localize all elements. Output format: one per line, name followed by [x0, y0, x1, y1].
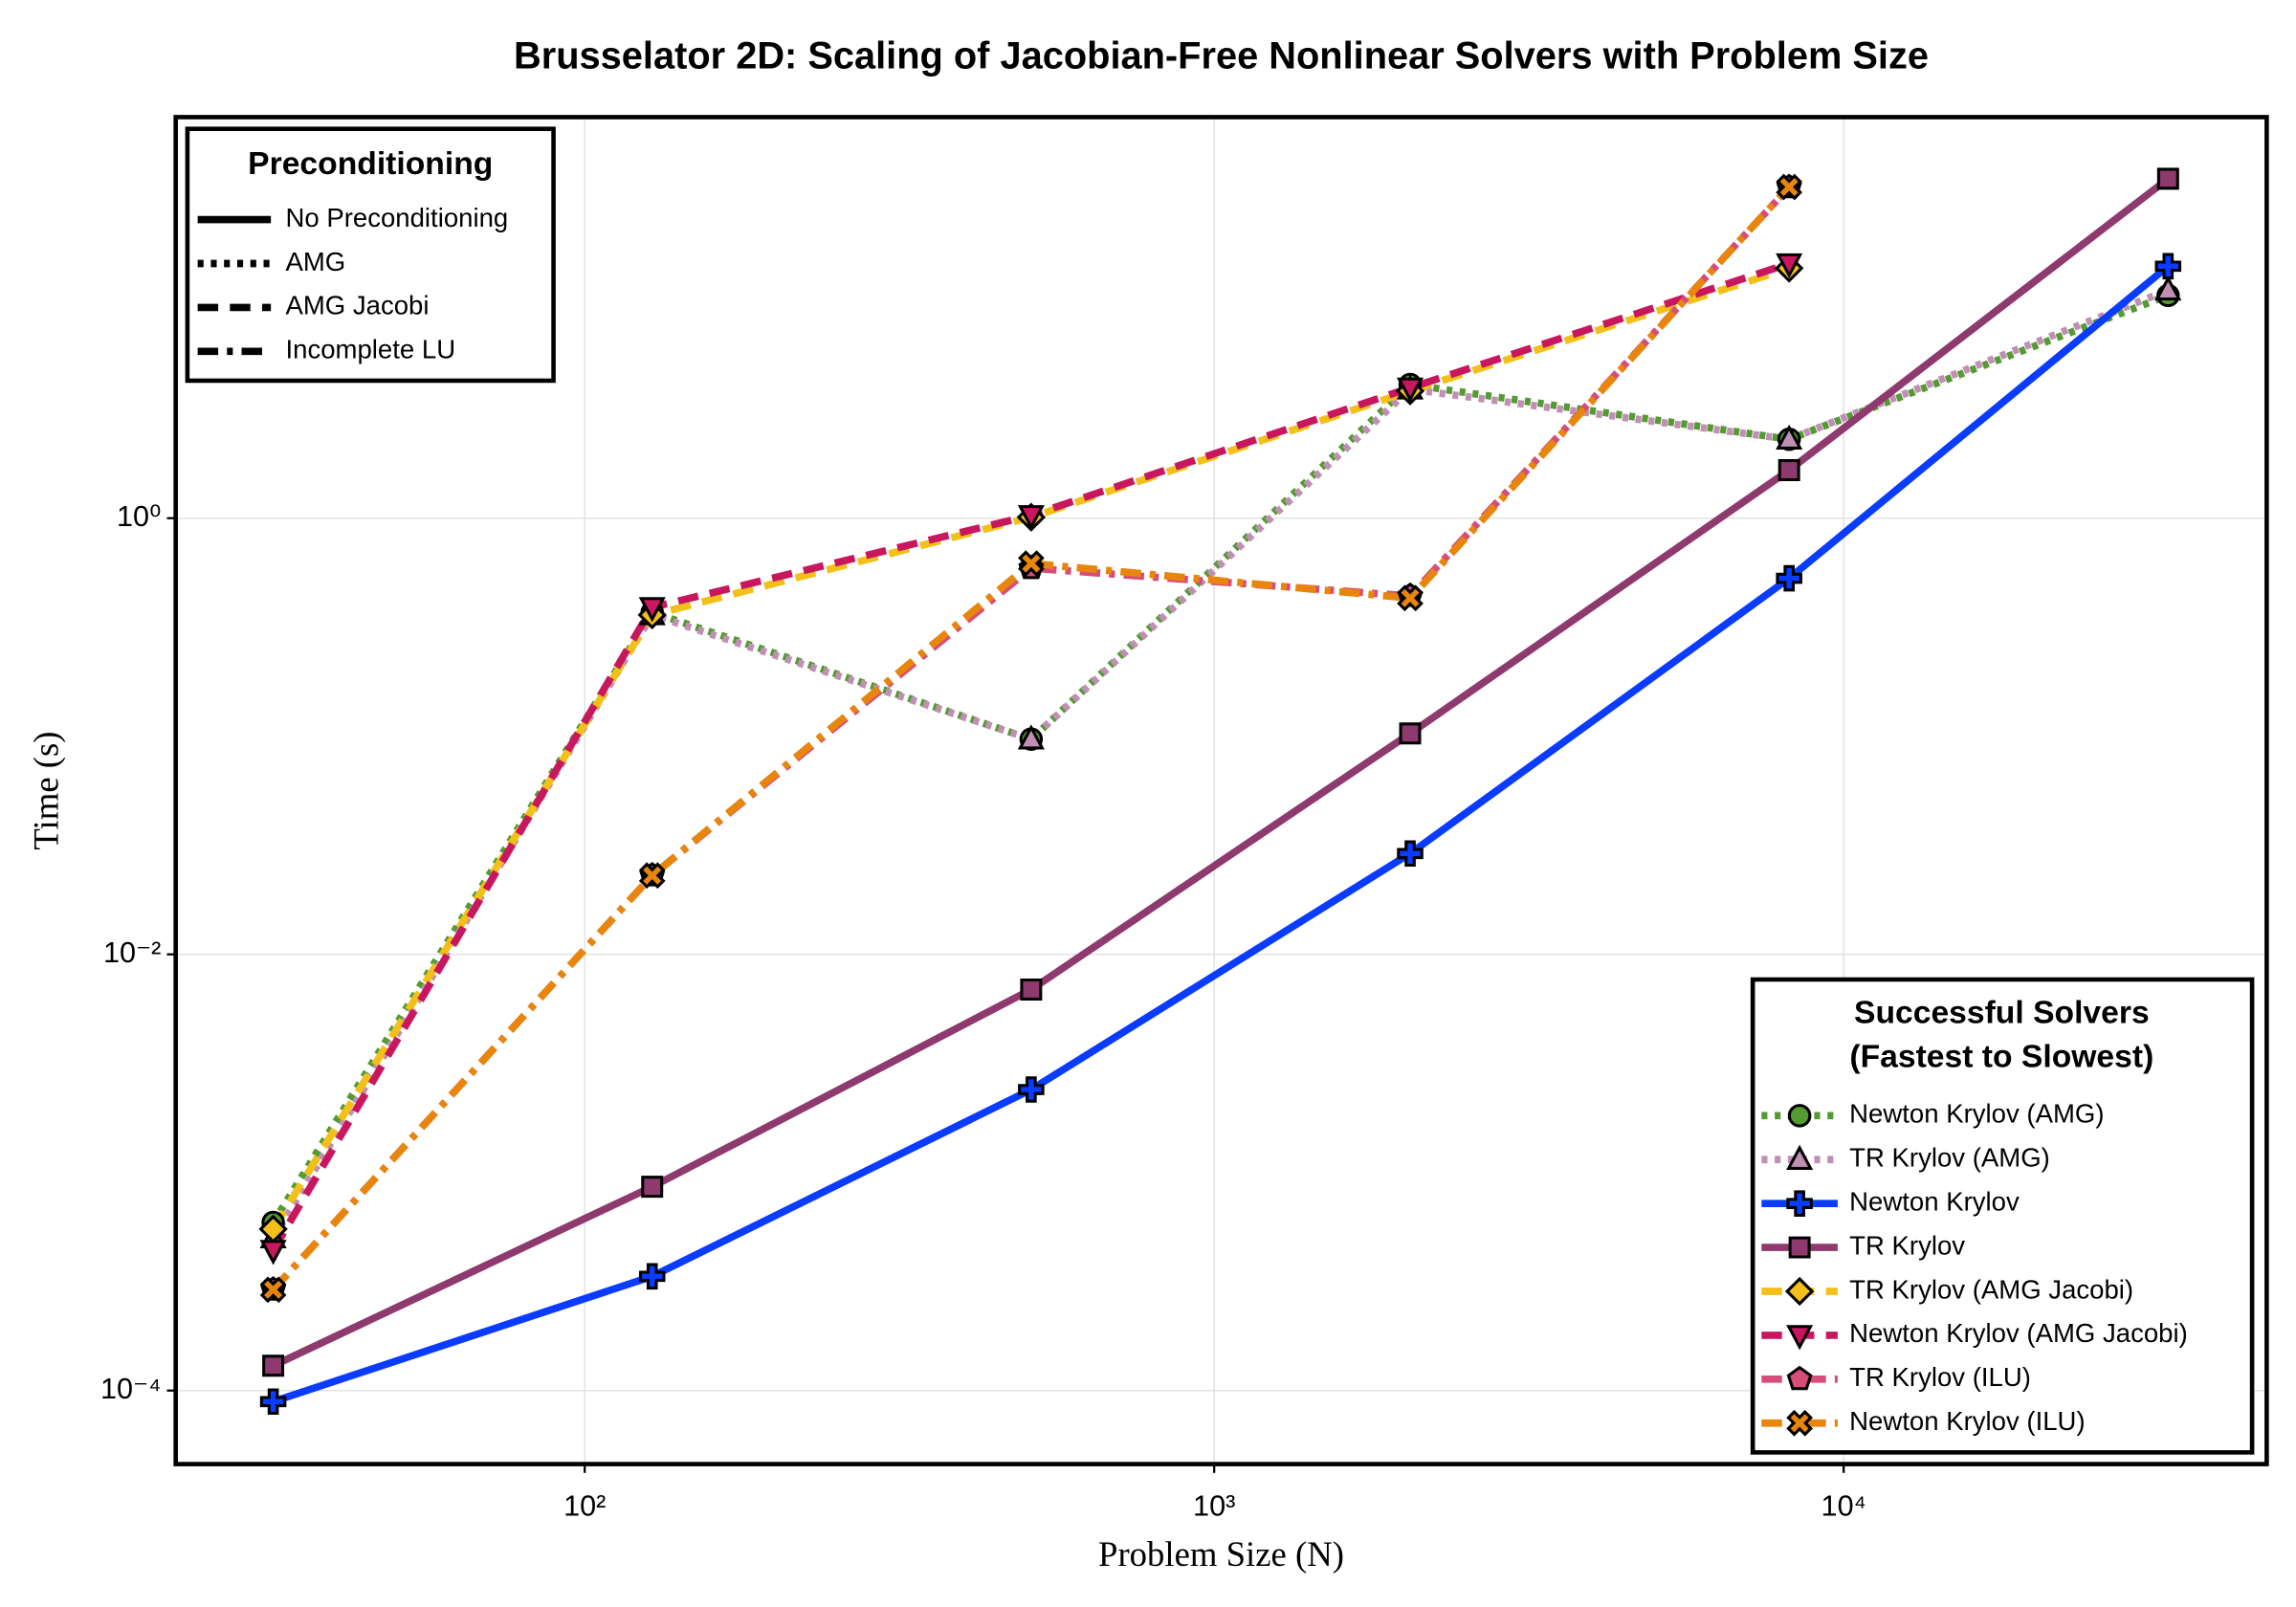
- legend-box: [1750, 977, 2255, 1455]
- plot-frame: [173, 115, 2269, 1466]
- legend-label: No Preconditioning: [285, 203, 508, 232]
- legend-label: TR Krylov (AMG Jacobi): [1849, 1274, 2133, 1304]
- legend-label: AMG Jacobi: [285, 291, 429, 320]
- data-point: [1776, 424, 1803, 450]
- legend-label: TR Krylov (AMG): [1849, 1143, 2050, 1173]
- x-tick-label: 10²: [563, 1490, 606, 1523]
- data-point: [1017, 724, 1045, 750]
- data-point: [1397, 840, 1424, 868]
- data-point: [2154, 253, 2182, 280]
- data-point: [638, 1263, 666, 1290]
- data-point: [259, 1240, 287, 1266]
- y-tick-label: 10⁻²: [103, 936, 161, 969]
- legend-title: Preconditioning: [248, 146, 493, 182]
- legend-label: Incomplete LU: [285, 335, 455, 364]
- data-point: [262, 1354, 285, 1377]
- legend-label: Newton Krylov: [1849, 1186, 2020, 1216]
- data-point: [1776, 564, 1802, 592]
- legend-label: Newton Krylov (AMG Jacobi): [1849, 1318, 2188, 1348]
- data-point: [1776, 173, 1803, 201]
- series-line: [270, 185, 1792, 1292]
- legend-label: Newton Krylov (AMG): [1849, 1099, 2104, 1129]
- data-point: [2154, 275, 2182, 301]
- y-axis-label: Time (s): [26, 731, 65, 849]
- x-tick-label: 10⁴: [1821, 1490, 1866, 1523]
- grid: [166, 117, 2267, 1473]
- legend-label: TR Krylov: [1849, 1230, 1965, 1260]
- legend-marker: [1786, 1144, 1814, 1170]
- data-point: [1397, 584, 1424, 612]
- data-point: [2156, 167, 2179, 190]
- legend-label: TR Krylov (ILU): [1849, 1362, 2031, 1392]
- y-tick-label: 10⁻⁴: [100, 1373, 161, 1405]
- x-axis-label: Problem Size (N): [1098, 1534, 1344, 1574]
- data-point: [259, 1388, 287, 1416]
- legend-marker: [1787, 1104, 1812, 1128]
- data-point: [1018, 550, 1045, 577]
- y-tick-label: 10⁰: [117, 500, 161, 533]
- data-point: [1018, 1076, 1045, 1103]
- legend-title: (Fastest to Slowest): [1849, 1040, 2153, 1075]
- data-point: [1020, 978, 1043, 1001]
- legend-box: [185, 126, 556, 384]
- legend-marker: [1784, 1276, 1815, 1307]
- series-markers: [258, 167, 2182, 1416]
- legend-marker: [1786, 1409, 1813, 1437]
- data-point: [1017, 505, 1045, 531]
- style-legend: Preconditioning No Preconditioning AMG AMG…: [185, 126, 556, 384]
- legend-marker: [1786, 1365, 1813, 1391]
- series-line: [271, 175, 2171, 1370]
- legend-label: Newton Krylov (ILU): [1849, 1406, 2085, 1436]
- legend-marker: [1786, 1325, 1814, 1351]
- data-point: [259, 1276, 287, 1304]
- series-line: [272, 263, 2171, 1405]
- x-tick-label: 10³: [1193, 1490, 1235, 1523]
- data-point: [638, 597, 666, 623]
- data-point: [1399, 722, 1422, 745]
- chart-title: Brusselator 2D: Scaling of Jacobian-Free…: [514, 35, 1929, 77]
- data-point: [1777, 459, 1800, 482]
- legend-marker: [1786, 1190, 1813, 1217]
- legend-label: AMG: [285, 247, 345, 276]
- data-point: [641, 1176, 664, 1199]
- legend-title: Successful Solvers: [1854, 996, 2150, 1031]
- series-legend: Successful Solvers (Fastest to Slowest) …: [1750, 977, 2255, 1455]
- data-point: [1776, 253, 1803, 279]
- data-point: [638, 862, 666, 890]
- legend-marker: [1788, 1236, 1811, 1259]
- data-point: [1396, 377, 1424, 403]
